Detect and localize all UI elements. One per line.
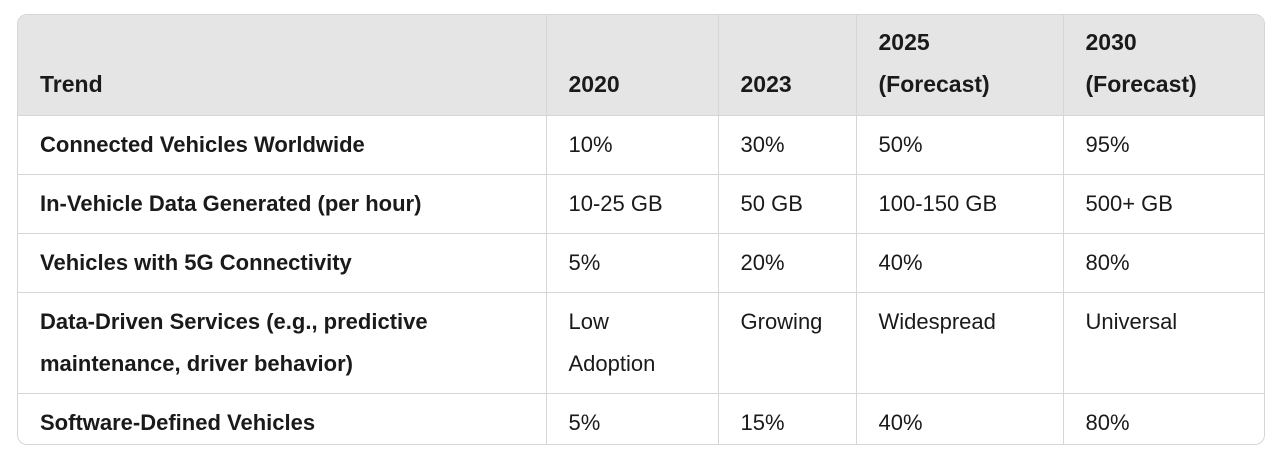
- cell-text: Software-Defined Vehicles: [40, 409, 316, 435]
- value-cell-2020: Low Adoption: [546, 292, 719, 394]
- value-cell-2025: 100-150 GB: [856, 174, 1064, 234]
- value-cell-2023: 15%: [718, 393, 857, 444]
- cell-text: Connected Vehicles Worldwide: [40, 131, 365, 157]
- value-cell-2030: Universal: [1063, 292, 1264, 394]
- table-row: Data-Driven Services (e.g., predictive m…: [18, 292, 1264, 394]
- value-cell-2030: 500+ GB: [1063, 174, 1264, 234]
- header-2030-forecast: 2030 (Forecast): [1063, 15, 1264, 116]
- cell-text-line: Low: [568, 308, 609, 334]
- table-row: Software-Defined Vehicles 5% 15% 40% 80%: [18, 393, 1264, 444]
- cell-text: Universal: [1085, 308, 1178, 334]
- cell-text: 10-25 GB: [568, 190, 663, 216]
- header-2025-forecast: 2025 (Forecast): [856, 15, 1064, 116]
- value-cell-2023: Growing: [718, 292, 857, 394]
- trend-cell: Data-Driven Services (e.g., predictive m…: [18, 292, 547, 394]
- cell-text: Vehicles with 5G Connectivity: [40, 249, 352, 275]
- trend-cell: Vehicles with 5G Connectivity: [18, 233, 547, 293]
- cell-text: 50 GB: [740, 190, 803, 216]
- header-trend: Trend: [18, 15, 547, 116]
- header-line: (Forecast): [878, 70, 990, 97]
- header-line: (Forecast): [1085, 70, 1197, 97]
- header-line: 2023: [740, 70, 792, 97]
- value-cell-2020: 10-25 GB: [546, 174, 719, 234]
- cell-text-line: Adoption: [568, 350, 656, 376]
- cell-text: 80%: [1085, 409, 1130, 435]
- header-2023: 2023: [718, 15, 857, 116]
- cell-text: 5%: [568, 249, 601, 275]
- value-cell-2025: 40%: [856, 393, 1064, 444]
- cell-text: 80%: [1085, 249, 1130, 275]
- cell-text: 40%: [878, 409, 923, 435]
- cell-text: 50%: [878, 131, 923, 157]
- value-cell-2030: 80%: [1063, 233, 1264, 293]
- cell-text: 10%: [568, 131, 613, 157]
- value-cell-2023: 20%: [718, 233, 857, 293]
- cell-text: Widespread: [878, 308, 996, 334]
- value-cell-2020: 10%: [546, 115, 719, 175]
- cell-text: 5%: [568, 409, 601, 435]
- trend-cell: Connected Vehicles Worldwide: [18, 115, 547, 175]
- value-cell-2025: Widespread: [856, 292, 1064, 394]
- value-cell-2020: 5%: [546, 233, 719, 293]
- value-cell-2030: 80%: [1063, 393, 1264, 444]
- table-row: Connected Vehicles Worldwide 10% 30% 50%…: [18, 115, 1264, 175]
- value-cell-2025: 50%: [856, 115, 1064, 175]
- trends-table-container: Trend 2020 2023 2025 (Forecast) 2030 (Fo…: [17, 14, 1265, 445]
- header-2020: 2020: [546, 15, 719, 116]
- value-cell-2020: 5%: [546, 393, 719, 444]
- cell-text: 40%: [878, 249, 923, 275]
- header-line: 2025: [878, 28, 930, 55]
- cell-text-line: Data-Driven Services (e.g., predictive: [40, 308, 428, 334]
- value-cell-2023: 30%: [718, 115, 857, 175]
- cell-text: 95%: [1085, 131, 1130, 157]
- value-cell-2025: 40%: [856, 233, 1064, 293]
- value-cell-2023: 50 GB: [718, 174, 857, 234]
- header-line: 2020: [568, 70, 620, 97]
- cell-text: Growing: [740, 308, 823, 334]
- cell-text: 20%: [740, 249, 785, 275]
- cell-text-line: maintenance, driver behavior): [40, 350, 353, 376]
- header-line: Trend: [40, 70, 103, 97]
- trend-cell: In-Vehicle Data Generated (per hour): [18, 174, 547, 234]
- table-row: Vehicles with 5G Connectivity 5% 20% 40%…: [18, 233, 1264, 293]
- trends-table: Trend 2020 2023 2025 (Forecast) 2030 (Fo…: [18, 15, 1264, 444]
- cell-text: 100-150 GB: [878, 190, 998, 216]
- header-line: 2030: [1085, 28, 1137, 55]
- cell-text: 15%: [740, 409, 785, 435]
- cell-text: 30%: [740, 131, 785, 157]
- table-row: In-Vehicle Data Generated (per hour) 10-…: [18, 174, 1264, 234]
- cell-text: 500+ GB: [1085, 190, 1173, 216]
- cell-text: In-Vehicle Data Generated (per hour): [40, 190, 422, 216]
- trend-cell: Software-Defined Vehicles: [18, 393, 547, 444]
- value-cell-2030: 95%: [1063, 115, 1264, 175]
- table-header-row: Trend 2020 2023 2025 (Forecast) 2030 (Fo…: [18, 15, 1264, 116]
